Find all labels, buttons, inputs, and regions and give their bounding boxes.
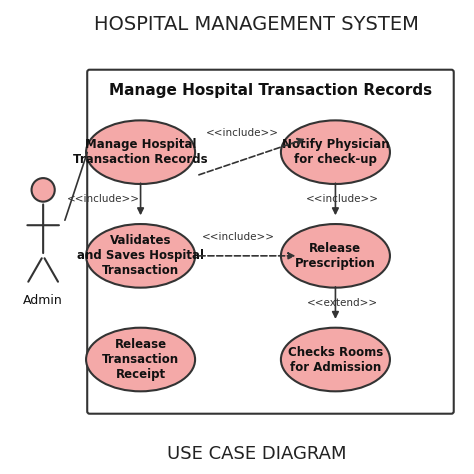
Text: Release
Transaction
Receipt: Release Transaction Receipt bbox=[102, 338, 179, 381]
Ellipse shape bbox=[86, 120, 195, 184]
Text: <<extend>>: <<extend>> bbox=[307, 298, 378, 308]
Text: Manage Hospital Transaction Records: Manage Hospital Transaction Records bbox=[109, 83, 432, 99]
Text: Admin: Admin bbox=[23, 294, 63, 307]
Circle shape bbox=[32, 178, 55, 201]
Ellipse shape bbox=[281, 224, 390, 288]
Ellipse shape bbox=[281, 120, 390, 184]
Text: Manage Hospital
Transaction Records: Manage Hospital Transaction Records bbox=[73, 138, 208, 166]
Text: <<include>>: <<include>> bbox=[67, 194, 140, 204]
Text: HOSPITAL MANAGEMENT SYSTEM: HOSPITAL MANAGEMENT SYSTEM bbox=[94, 16, 419, 35]
Ellipse shape bbox=[281, 328, 390, 392]
Text: <<include>>: <<include>> bbox=[206, 128, 279, 138]
Text: USE CASE DIAGRAM: USE CASE DIAGRAM bbox=[167, 445, 346, 463]
Ellipse shape bbox=[86, 328, 195, 392]
Ellipse shape bbox=[86, 224, 195, 288]
FancyBboxPatch shape bbox=[87, 70, 454, 414]
Text: Release
Prescription: Release Prescription bbox=[295, 242, 376, 270]
Text: Validates
and Saves Hospital
Transaction: Validates and Saves Hospital Transaction bbox=[77, 234, 204, 277]
Text: Notify Physician
for check-up: Notify Physician for check-up bbox=[282, 138, 389, 166]
Text: <<include>>: <<include>> bbox=[201, 232, 274, 242]
Text: <<include>>: <<include>> bbox=[306, 194, 379, 204]
Text: Checks Rooms
for Admission: Checks Rooms for Admission bbox=[288, 346, 383, 374]
